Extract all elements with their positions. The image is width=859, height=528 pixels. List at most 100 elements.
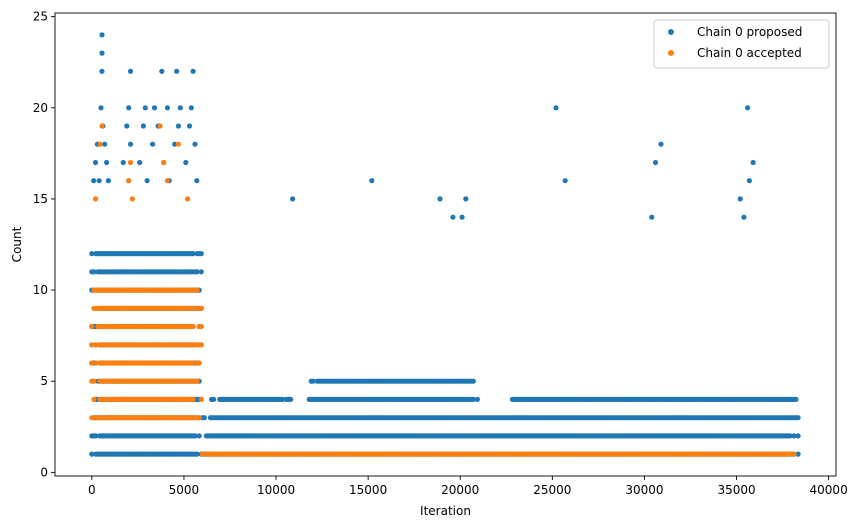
data-point — [126, 105, 132, 111]
data-point — [150, 141, 156, 147]
data-point — [190, 360, 196, 366]
data-point — [470, 378, 476, 384]
data-point — [159, 68, 165, 74]
data-point — [279, 396, 286, 402]
data-point — [649, 214, 655, 220]
y-tick-label: 20 — [33, 101, 48, 115]
data-point — [192, 433, 198, 439]
data-point — [140, 123, 146, 129]
data-point — [791, 451, 797, 457]
data-point — [745, 105, 751, 111]
x-tick-label: 35000 — [717, 483, 755, 497]
legend-box — [653, 19, 830, 69]
data-point — [787, 433, 793, 439]
data-point — [198, 269, 204, 275]
data-point — [459, 214, 465, 220]
data-point — [194, 451, 200, 457]
data-point — [172, 141, 178, 147]
data-point — [288, 396, 294, 402]
data-point — [198, 323, 204, 330]
data-point — [196, 360, 202, 366]
data-point — [127, 159, 134, 166]
data-point — [746, 178, 753, 184]
data-point — [795, 451, 801, 457]
data-point — [92, 196, 99, 202]
data-point — [177, 105, 183, 111]
data-point — [201, 415, 207, 421]
data-point — [93, 342, 99, 348]
data-point — [737, 196, 743, 202]
data-point — [652, 159, 659, 166]
data-point — [129, 196, 135, 202]
data-point — [157, 123, 163, 129]
data-point — [290, 196, 296, 202]
data-point — [787, 451, 793, 457]
x-tick-label: 30000 — [625, 483, 663, 497]
data-point — [164, 178, 170, 184]
data-point — [124, 123, 130, 129]
data-point — [791, 433, 797, 439]
y-tick-label: 5 — [40, 374, 48, 388]
data-point — [142, 105, 148, 111]
x-tick-label: 20000 — [441, 483, 479, 497]
x-tick-label: 40000 — [810, 483, 848, 497]
data-point — [369, 178, 375, 184]
data-point — [310, 378, 316, 384]
data-point — [185, 196, 191, 202]
data-point — [91, 396, 97, 402]
data-point — [196, 415, 202, 421]
points-layer — [89, 32, 801, 457]
series-proposed — [89, 32, 801, 457]
data-point — [93, 433, 99, 439]
data-point — [164, 105, 170, 111]
data-point — [99, 68, 105, 74]
data-point — [175, 123, 181, 129]
data-point — [91, 269, 97, 275]
data-point — [795, 415, 801, 421]
data-point — [89, 342, 95, 348]
data-point — [174, 68, 180, 74]
data-point — [793, 396, 799, 402]
data-point — [795, 433, 801, 439]
data-point — [562, 178, 568, 184]
data-point — [96, 178, 102, 184]
data-point — [192, 415, 198, 421]
data-point — [89, 323, 95, 330]
data-point — [198, 342, 204, 348]
data-point — [211, 396, 217, 402]
data-point — [198, 305, 204, 311]
data-point — [190, 396, 196, 402]
series-accepted — [89, 123, 797, 457]
data-point — [127, 68, 134, 74]
y-tick-label: 15 — [33, 192, 48, 206]
data-point — [144, 178, 150, 184]
data-point — [450, 214, 456, 220]
legend-marker-proposed — [668, 29, 674, 35]
data-point — [104, 159, 110, 166]
data-point — [470, 396, 476, 402]
data-point — [190, 305, 196, 311]
y-tick-label: 10 — [33, 283, 48, 297]
data-point — [91, 178, 97, 184]
legend-marker-accepted — [668, 50, 674, 56]
data-point — [194, 269, 200, 275]
data-point — [97, 141, 103, 147]
data-point — [137, 159, 143, 166]
data-point — [99, 50, 105, 56]
data-point — [105, 178, 111, 184]
data-point — [463, 196, 469, 202]
data-point — [190, 251, 196, 257]
data-point — [194, 178, 200, 184]
data-point — [161, 159, 167, 166]
data-point — [199, 451, 205, 457]
data-point — [198, 251, 204, 257]
data-point — [91, 415, 97, 421]
legend-label-accepted: Chain 0 accepted — [697, 46, 802, 60]
data-point — [437, 196, 443, 202]
data-point — [127, 141, 134, 147]
y-axis-title: Count — [10, 226, 24, 262]
legend-label-proposed: Chain 0 proposed — [697, 25, 802, 39]
y-tick-label: 0 — [40, 465, 48, 479]
data-point — [102, 141, 108, 147]
data-point — [196, 433, 202, 439]
